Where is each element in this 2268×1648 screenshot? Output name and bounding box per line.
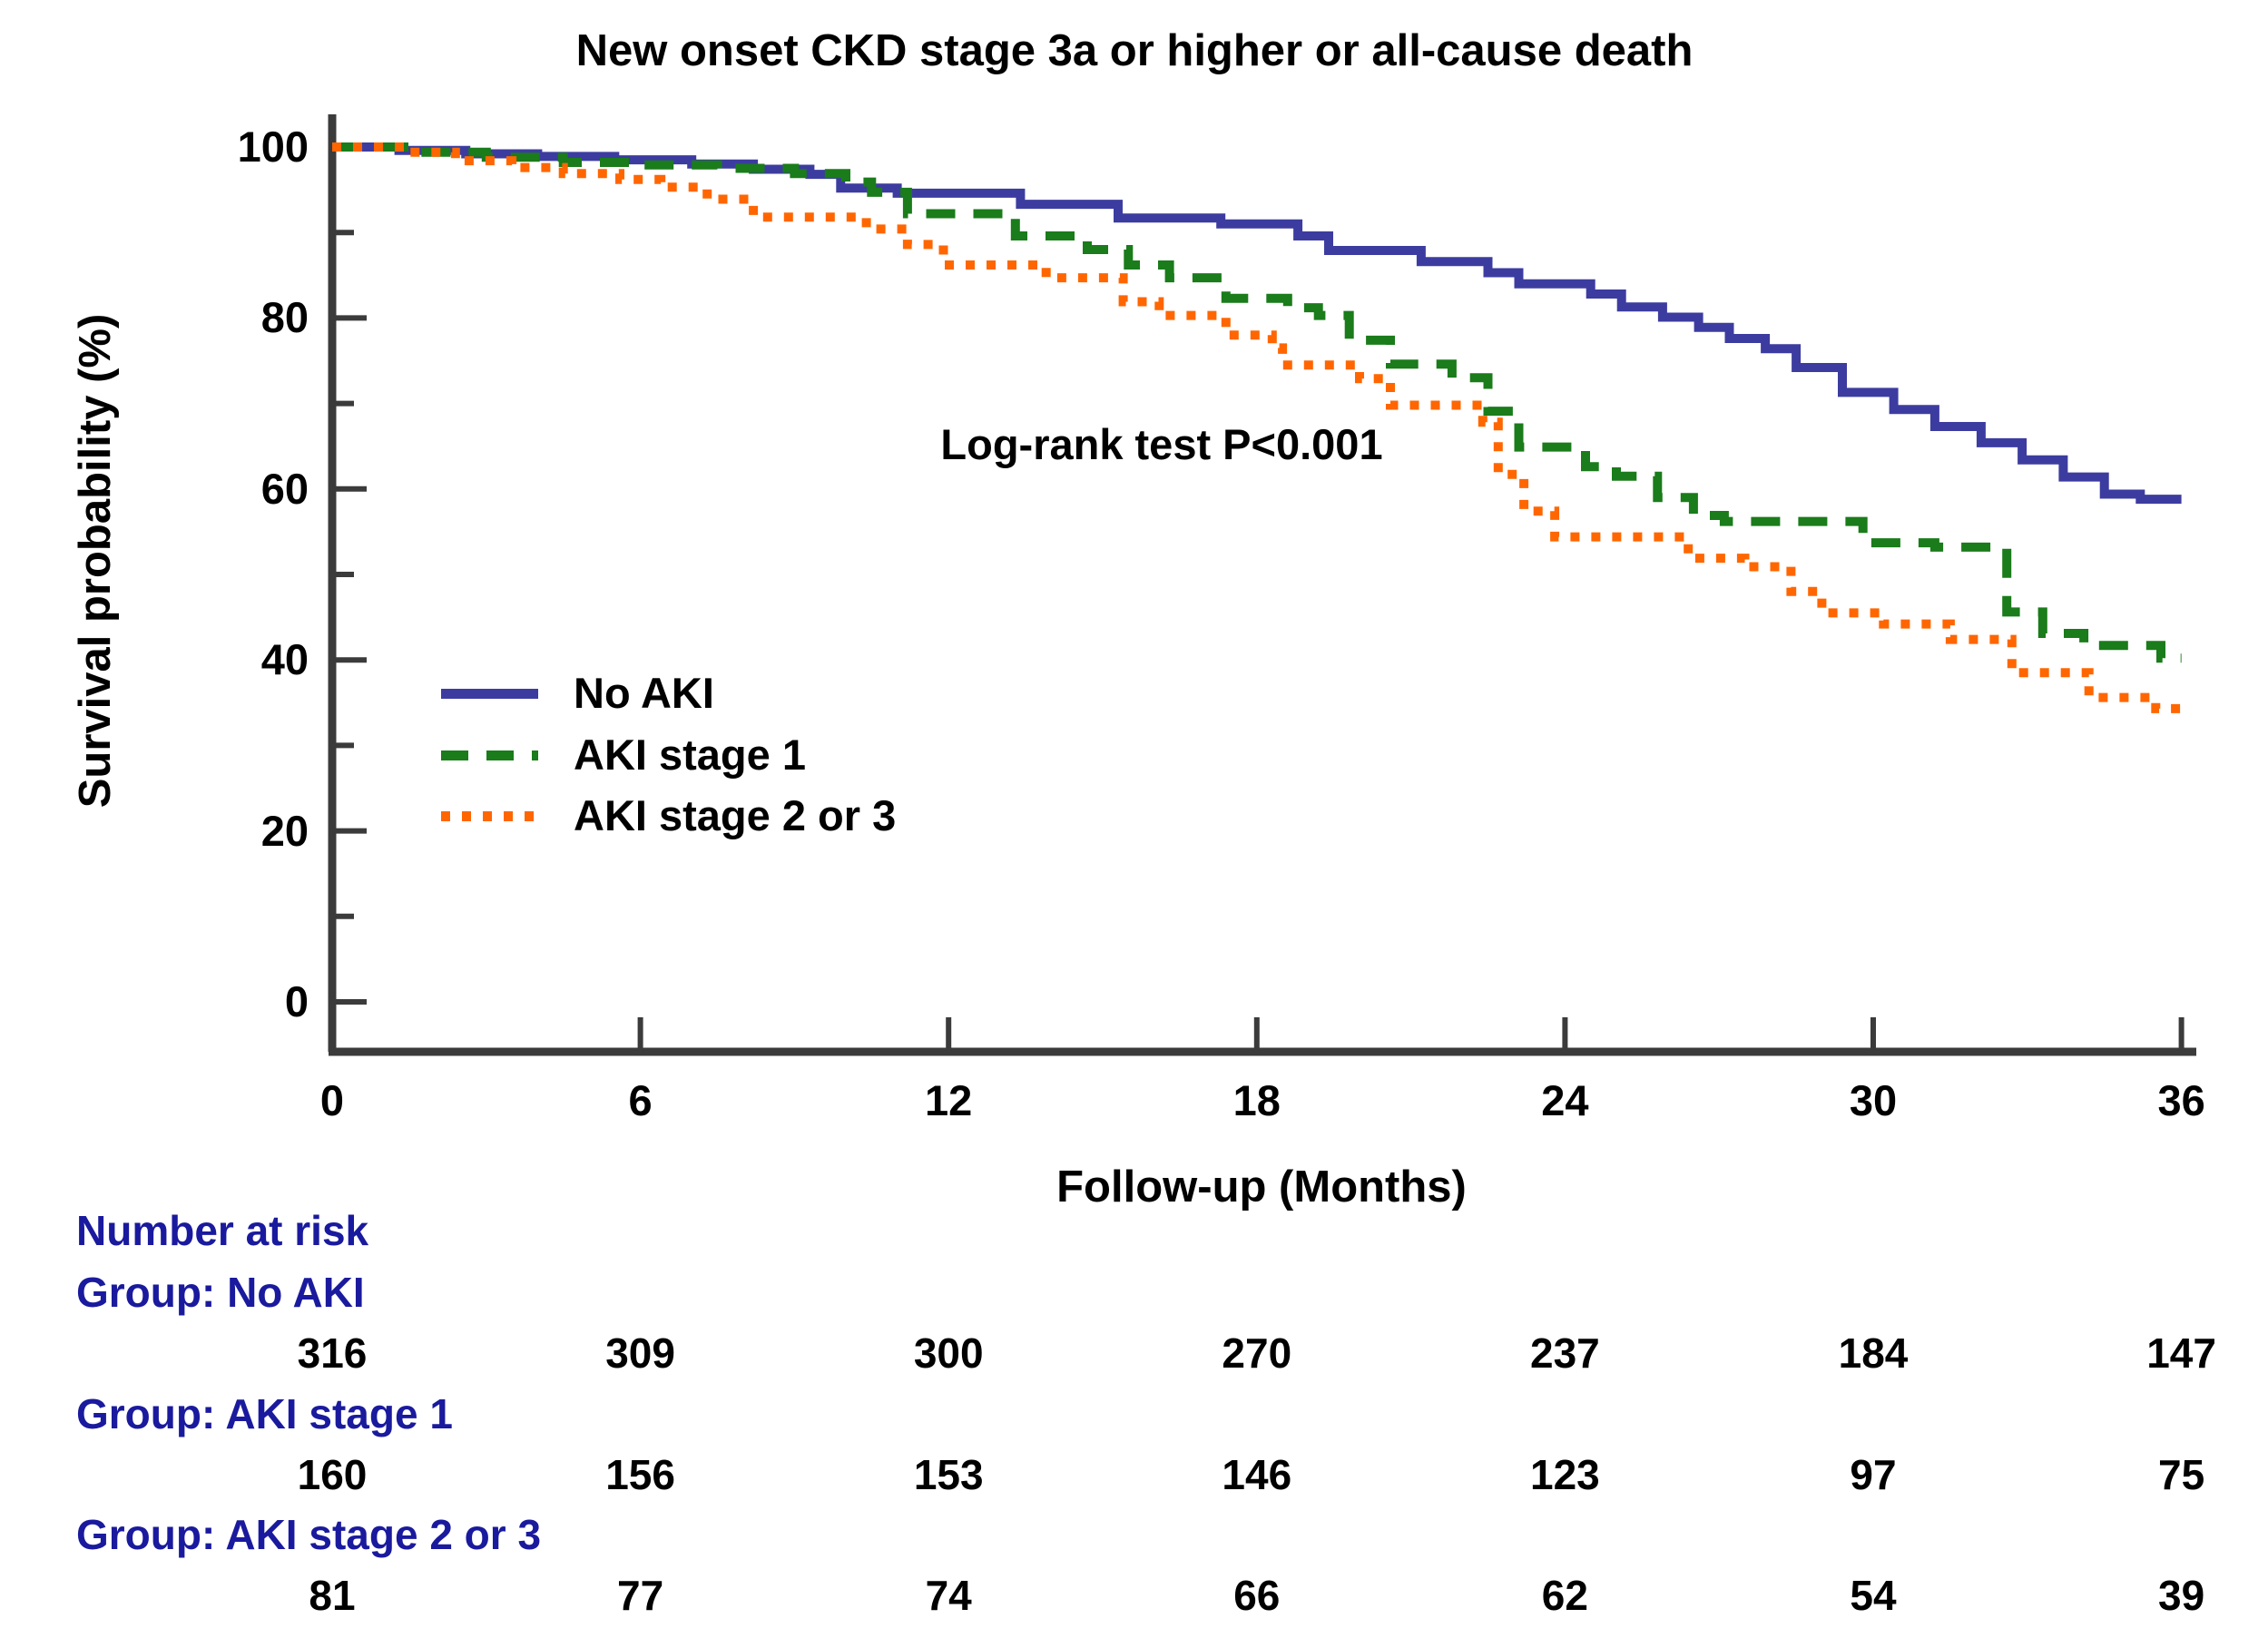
risk-value: 146 (1222, 1450, 1292, 1498)
x-tick-label-6: 6 (628, 1076, 653, 1124)
km-curve-aki-stage-2-or-3 (332, 142, 2186, 713)
risk-value: 184 (1838, 1329, 1909, 1377)
risk-value: 62 (1541, 1572, 1588, 1619)
logrank-annotation: Log-rank test P<0.001 (940, 420, 1383, 468)
legend-label: AKI stage 1 (574, 731, 806, 779)
risk-table-title: Number at risk (76, 1207, 369, 1254)
legend-line-sample-solid (441, 689, 538, 699)
legend-item-aki-stage-2-or-3: AKI stage 2 or 3 (441, 792, 1076, 839)
legend-label: AKI stage 2 or 3 (574, 791, 897, 839)
risk-group-header-1: Group: AKI stage 1 (76, 1389, 453, 1437)
risk-group-header-2: Group: AKI stage 2 or 3 (76, 1511, 542, 1558)
y-tick-label-40: 40 (260, 635, 309, 684)
legend-line-sample-dotted (441, 811, 538, 821)
legend-item-aki-stage-1: AKI stage 1 (441, 731, 1076, 779)
risk-value: 75 (2158, 1450, 2205, 1498)
risk-value: 66 (1233, 1572, 1281, 1619)
km-curve-aki-stage-1 (332, 142, 2182, 663)
risk-value: 74 (925, 1572, 972, 1619)
risk-value: 160 (297, 1450, 368, 1498)
risk-group-header-0: Group: No AKI (76, 1269, 365, 1316)
risk-value: 237 (1530, 1329, 1600, 1377)
x-tick-label-24: 24 (1541, 1076, 1589, 1124)
risk-value: 123 (1530, 1450, 1600, 1498)
x-axis-title: Follow-up (Months) (1056, 1162, 1467, 1211)
x-tick-label-30: 30 (1849, 1076, 1898, 1124)
risk-value: 309 (605, 1329, 675, 1377)
y-tick-label-60: 60 (260, 464, 309, 513)
risk-value: 316 (297, 1329, 368, 1377)
legend-line-sample-dashed (441, 750, 538, 760)
risk-value: 156 (605, 1450, 675, 1498)
y-tick-label-20: 20 (260, 806, 309, 855)
x-tick-label-0: 0 (319, 1076, 345, 1124)
risk-value: 39 (2158, 1572, 2205, 1619)
risk-value: 81 (309, 1572, 356, 1619)
y-tick-label-80: 80 (260, 293, 309, 342)
risk-value: 153 (913, 1450, 984, 1498)
risk-value: 300 (913, 1329, 984, 1377)
x-tick-label-18: 18 (1232, 1076, 1281, 1124)
risk-value: 147 (2146, 1329, 2216, 1377)
y-tick-label-100: 100 (237, 123, 309, 171)
legend-label: No AKI (574, 669, 714, 717)
risk-value: 54 (1850, 1572, 1897, 1619)
risk-value: 97 (1850, 1450, 1897, 1498)
x-tick-label-12: 12 (925, 1076, 973, 1124)
risk-value: 270 (1222, 1329, 1292, 1377)
chart-title: New onset CKD stage 3a or higher or all-… (575, 26, 1694, 75)
legend-item-no-aki: No AKI (441, 670, 1076, 717)
risk-value: 77 (617, 1572, 664, 1619)
x-tick-label-36: 36 (2157, 1076, 2205, 1124)
y-tick-label-0: 0 (284, 977, 309, 1025)
